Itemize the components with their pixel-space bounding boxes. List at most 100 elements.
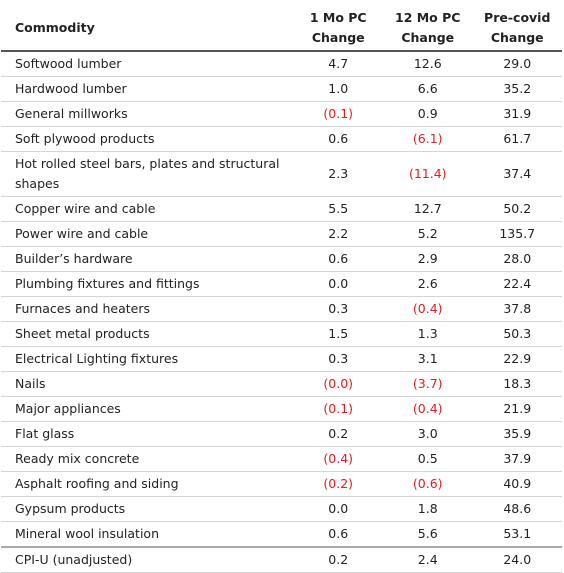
mo1-value: 0.2 [293,421,383,447]
precovid-value: 50.2 [472,196,562,222]
total-mo1-value: 0.2 [293,546,383,573]
precovid-value: 35.2 [472,76,562,102]
precovid-value: 53.1 [472,521,562,548]
mo12-value: 2.6 [382,271,473,297]
commodity-name: Asphalt roofing and siding [1,471,294,497]
commodity-name: Soft plywood products [1,126,294,152]
precovid-value: 22.9 [472,346,562,372]
table-row: Electrical Lighting fixtures 0.3 3.1 22.9 [1,346,562,372]
mo1-value: (0.1) [293,396,383,422]
mo1-value: 5.5 [293,196,383,222]
mo1-value: 2.2 [293,221,383,247]
header-precovid-change: Pre-covid Change [472,6,562,52]
mo12-value: 1.3 [382,321,473,347]
mo1-value: (0.0) [293,371,383,397]
table-row: Ready mix concrete (0.4) 0.5 37.9 [1,446,562,472]
mo12-value: 6.6 [382,76,473,102]
table-row: Softwood lumber 4.7 12.6 29.0 [1,51,562,77]
commodity-name: Power wire and cable [1,221,294,247]
total-row: CPI-U (unadjusted) 0.2 2.4 24.0 [1,546,562,573]
mo12-value: (3.7) [382,371,473,397]
precovid-value: 18.3 [472,371,562,397]
table-row: General millworks (0.1) 0.9 31.9 [1,101,562,127]
precovid-value: 37.8 [472,296,562,322]
precovid-value: 40.9 [472,471,562,497]
commodity-name: Mineral wool insulation [1,521,294,548]
precovid-value: 29.0 [472,51,562,77]
commodity-name: Ready mix concrete [1,446,294,472]
mo1-value: 2.3 [293,151,383,197]
mo12-value: 12.7 [382,196,473,222]
mo1-value: 1.0 [293,76,383,102]
header-1mo-change: 1 Mo PC Change [293,6,383,52]
commodity-name: Copper wire and cable [1,196,294,222]
mo1-value: 1.5 [293,321,383,347]
commodity-name: Sheet metal products [1,321,294,347]
commodity-name: Hot rolled steel bars, plates and struct… [1,151,294,197]
mo1-value: 0.6 [293,521,383,548]
mo1-value: 0.3 [293,346,383,372]
table-row: Asphalt roofing and siding (0.2) (0.6) 40.9 [1,471,562,497]
mo12-value: 1.8 [382,496,473,522]
precovid-value: 50.3 [472,321,562,347]
table-row: Copper wire and cable 5.5 12.7 50.2 [1,196,562,222]
mo12-value: 5.2 [382,221,473,247]
mo1-value: 0.6 [293,126,383,152]
mo1-value: 0.6 [293,246,383,272]
table-row: Furnaces and heaters 0.3 (0.4) 37.8 [1,296,562,322]
table-row: Gypsum products 0.0 1.8 48.6 [1,496,562,522]
header-1mo-line2: Change [311,30,365,45]
table-row: Power wire and cable 2.2 5.2 135.7 [1,221,562,247]
table-row: Soft plywood products 0.6 (6.1) 61.7 [1,126,562,152]
mo1-value: 4.7 [293,51,383,77]
table-body: Softwood lumber 4.7 12.6 29.0 Hardwood lumb… [1,51,562,573]
mo12-value: (11.4) [382,151,473,197]
precovid-value: 37.9 [472,446,562,472]
mo1-value: (0.4) [293,446,383,472]
mo1-value: 0.0 [293,496,383,522]
table-row: Flat glass 0.2 3.0 35.9 [1,421,562,447]
table-row: Major appliances (0.1) (0.4) 21.9 [1,396,562,422]
header-1mo-line1: 1 Mo PC [309,10,367,25]
table-row: Plumbing fixtures and fittings 0.0 2.6 22.4 [1,271,562,297]
table-row: Sheet metal products 1.5 1.3 50.3 [1,321,562,347]
mo1-value: 0.3 [293,296,383,322]
commodity-name: Major appliances [1,396,294,422]
header-12mo-change: 12 Mo PC Change [382,6,473,52]
mo12-value: 2.9 [382,246,473,272]
commodity-name: Softwood lumber [1,51,294,77]
header-12mo-line2: Change [401,30,455,45]
mo1-value: (0.1) [293,101,383,127]
precovid-value: 135.7 [472,221,562,247]
commodity-name: Hardwood lumber [1,76,294,102]
mo12-value: 3.1 [382,346,473,372]
commodity-name: Nails [1,371,294,397]
mo12-value: (0.4) [382,396,473,422]
commodity-price-table: Commodity 1 Mo PC Change 12 Mo PC Change… [1,6,562,573]
commodity-name: Flat glass [1,421,294,447]
mo12-value: (6.1) [382,126,473,152]
header-precovid-line2: Change [490,30,544,45]
precovid-value: 35.9 [472,421,562,447]
table-row: Nails (0.0) (3.7) 18.3 [1,371,562,397]
mo12-value: (0.6) [382,471,473,497]
header-12mo-line1: 12 Mo PC [395,10,461,25]
header-row: Commodity 1 Mo PC Change 12 Mo PC Change… [1,6,562,52]
precovid-value: 48.6 [472,496,562,522]
table-row: Builder’s hardware 0.6 2.9 28.0 [1,246,562,272]
header-commodity: Commodity [1,6,294,52]
commodity-name: Plumbing fixtures and fittings [1,271,294,297]
mo12-value: 3.0 [382,421,473,447]
precovid-value: 22.4 [472,271,562,297]
commodity-name: Electrical Lighting fixtures [1,346,294,372]
precovid-value: 28.0 [472,246,562,272]
commodity-name: Gypsum products [1,496,294,522]
precovid-value: 61.7 [472,126,562,152]
precovid-value: 37.4 [472,151,562,197]
precovid-value: 21.9 [472,396,562,422]
mo12-value: (0.4) [382,296,473,322]
mo12-value: 0.5 [382,446,473,472]
mo1-value: (0.2) [293,471,383,497]
commodity-name: Furnaces and heaters [1,296,294,322]
precovid-value: 31.9 [472,101,562,127]
